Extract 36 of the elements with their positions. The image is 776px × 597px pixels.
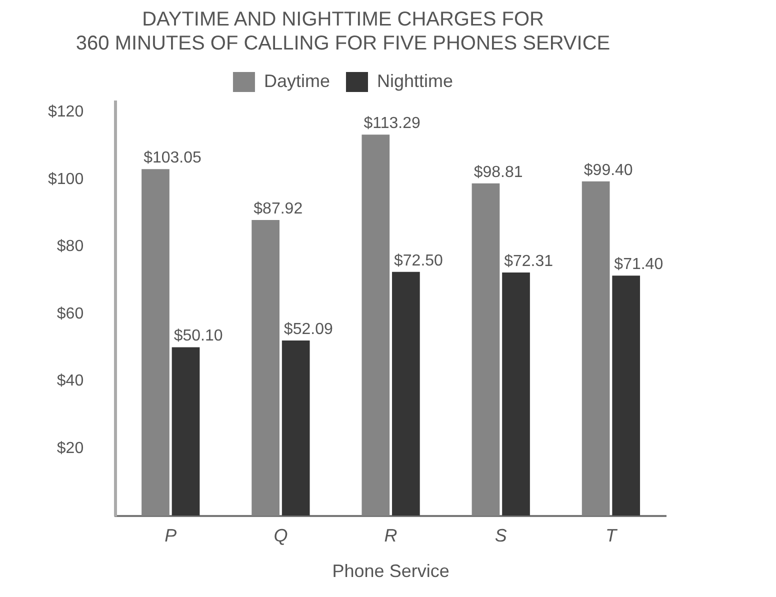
data-label: $50.10 xyxy=(174,328,223,345)
data-label: $103.05 xyxy=(144,150,202,167)
legend-label: Nighttime xyxy=(376,70,454,91)
bar xyxy=(392,272,420,516)
legend-label: Daytime xyxy=(264,70,330,91)
data-label: $72.50 xyxy=(394,252,444,270)
bar xyxy=(582,181,610,516)
x-tick-label: T xyxy=(605,526,618,546)
y-tick-label: $80 xyxy=(56,238,84,256)
x-tick-label: S xyxy=(494,526,507,546)
bar xyxy=(142,169,170,516)
bar xyxy=(362,134,390,516)
bar xyxy=(472,183,500,516)
y-tick-label: $40 xyxy=(56,372,84,390)
bar xyxy=(282,340,310,516)
y-tick-label: $100 xyxy=(48,170,84,188)
text: 360 MINUTES OF CALLING FOR FIVE PHONES SERVICE xyxy=(76,32,610,55)
y-tick-label: $120 xyxy=(48,104,84,120)
x-tick-label: P xyxy=(164,526,177,546)
data-label: $99.40 xyxy=(584,162,633,179)
data-label: $52.09 xyxy=(284,320,333,338)
data-label: $72.31 xyxy=(504,252,554,270)
bar xyxy=(172,347,200,516)
y-tick-label: $60 xyxy=(56,305,84,322)
x-tick-label: Q xyxy=(274,526,288,546)
bar xyxy=(612,276,640,516)
x-axis-title: Phone Service xyxy=(332,561,450,582)
text: DAYTIME AND NIGHTTIME CHARGES FOR xyxy=(142,8,544,31)
y-tick-label: $20 xyxy=(56,440,84,457)
data-label: $71.40 xyxy=(614,256,664,273)
data-label: $113.29 xyxy=(364,115,420,132)
bar xyxy=(502,272,530,516)
x-tick-label: R xyxy=(384,526,398,546)
data-label: $87.92 xyxy=(254,200,303,218)
data-label: $98.81 xyxy=(474,164,523,181)
bar xyxy=(252,220,280,516)
